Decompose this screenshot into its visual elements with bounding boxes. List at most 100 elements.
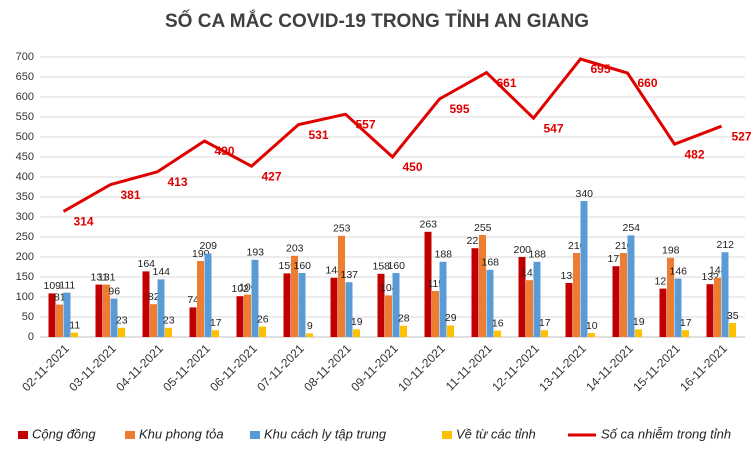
value-label: 19 — [633, 316, 645, 328]
bar — [353, 329, 360, 337]
value-label: 29 — [445, 312, 457, 324]
value-label: 131 — [90, 271, 108, 283]
bar — [259, 326, 266, 337]
value-label: 96 — [108, 285, 120, 297]
value-label: 137 — [340, 269, 358, 281]
line-value-label: 427 — [261, 169, 281, 183]
y-tick-label: 100 — [16, 291, 34, 303]
bar — [533, 261, 541, 337]
bar — [236, 296, 244, 337]
bar — [659, 288, 667, 337]
value-label: 203 — [286, 243, 304, 255]
line-value-label: 482 — [684, 147, 704, 161]
bar — [306, 333, 313, 337]
line-value-label: 413 — [167, 175, 187, 189]
x-tick-label: 13-11-2021 — [536, 341, 589, 394]
line-value-label: 314 — [73, 215, 93, 229]
bar — [580, 201, 588, 337]
bar — [588, 333, 595, 337]
bar — [189, 307, 197, 337]
bar — [103, 284, 110, 337]
bar — [157, 279, 165, 337]
bar — [197, 261, 204, 337]
bar — [541, 330, 548, 337]
bar — [71, 332, 78, 337]
value-label: 168 — [481, 257, 499, 269]
bar — [714, 277, 721, 337]
bar — [439, 261, 447, 337]
bar — [494, 330, 501, 337]
value-label: 160 — [293, 260, 311, 272]
x-tick-label: 08-11-2021 — [301, 341, 354, 394]
x-tick-label: 12-11-2021 — [489, 341, 542, 394]
y-tick-label: 400 — [16, 171, 34, 183]
line-value-label: 527 — [731, 129, 751, 143]
value-label: 131 — [98, 271, 116, 283]
legend-label: Khu phong tỏa — [139, 426, 224, 441]
value-label: 35 — [727, 310, 739, 322]
bar — [721, 252, 729, 337]
y-tick-label: 200 — [16, 251, 34, 263]
bar — [338, 235, 345, 337]
bar — [526, 280, 533, 337]
value-label: 146 — [669, 265, 687, 277]
value-label: 10 — [586, 320, 598, 332]
value-label: 200 — [513, 244, 531, 256]
bar — [635, 329, 642, 337]
bar — [244, 294, 251, 337]
legend-label: Khu cách ly tập trung — [264, 426, 387, 441]
value-label: 111 — [59, 279, 75, 291]
x-tick-label: 04-11-2021 — [113, 341, 166, 394]
bar — [682, 330, 689, 337]
bar — [424, 231, 432, 337]
value-label: 164 — [137, 258, 155, 270]
y-tick-label: 650 — [16, 71, 34, 83]
line-value-label: 595 — [449, 102, 469, 116]
value-label: 212 — [716, 239, 734, 251]
x-tick-label: 10-11-2021 — [395, 341, 448, 394]
bar — [471, 248, 479, 337]
value-label: 17 — [539, 317, 551, 329]
y-tick-label: 150 — [16, 271, 34, 283]
value-label: 109 — [43, 280, 61, 292]
bar — [518, 257, 526, 337]
bar — [298, 273, 306, 337]
bar — [706, 284, 714, 337]
bar — [95, 284, 103, 337]
x-tick-label: 16-11-2021 — [677, 341, 730, 394]
line-value-label: 660 — [637, 76, 657, 90]
x-tick-label: 02-11-2021 — [19, 341, 72, 394]
x-tick-label: 15-11-2021 — [630, 341, 683, 394]
value-label: 74 — [187, 294, 199, 306]
x-tick-label: 07-11-2021 — [254, 341, 307, 394]
legend-label: Cộng đồng — [32, 426, 96, 441]
line-value-label: 695 — [590, 62, 610, 76]
bar — [385, 295, 392, 337]
value-label: 160 — [387, 260, 405, 272]
legend-label: Về từ các tỉnh — [456, 426, 536, 441]
bar — [565, 283, 573, 337]
value-label: 17 — [210, 317, 222, 329]
value-label: 255 — [474, 222, 492, 234]
bar — [667, 257, 674, 337]
value-label: 28 — [398, 313, 410, 325]
bar — [56, 304, 63, 337]
value-label: 254 — [622, 222, 640, 234]
value-label: 263 — [419, 219, 437, 231]
bar — [48, 293, 56, 337]
y-tick-label: 550 — [16, 111, 34, 123]
value-label: 102 — [231, 283, 249, 295]
x-tick-label: 05-11-2021 — [160, 341, 213, 394]
bar — [63, 292, 71, 337]
line — [62, 57, 723, 213]
bar — [377, 273, 385, 337]
bar — [110, 298, 118, 337]
value-label: 16 — [492, 317, 504, 329]
bar — [118, 327, 125, 337]
bar — [204, 253, 212, 337]
y-tick-label: 0 — [28, 331, 34, 343]
value-label: 23 — [116, 315, 128, 327]
line-value-label: 490 — [214, 144, 234, 158]
bar — [447, 325, 454, 337]
bar — [291, 255, 298, 337]
